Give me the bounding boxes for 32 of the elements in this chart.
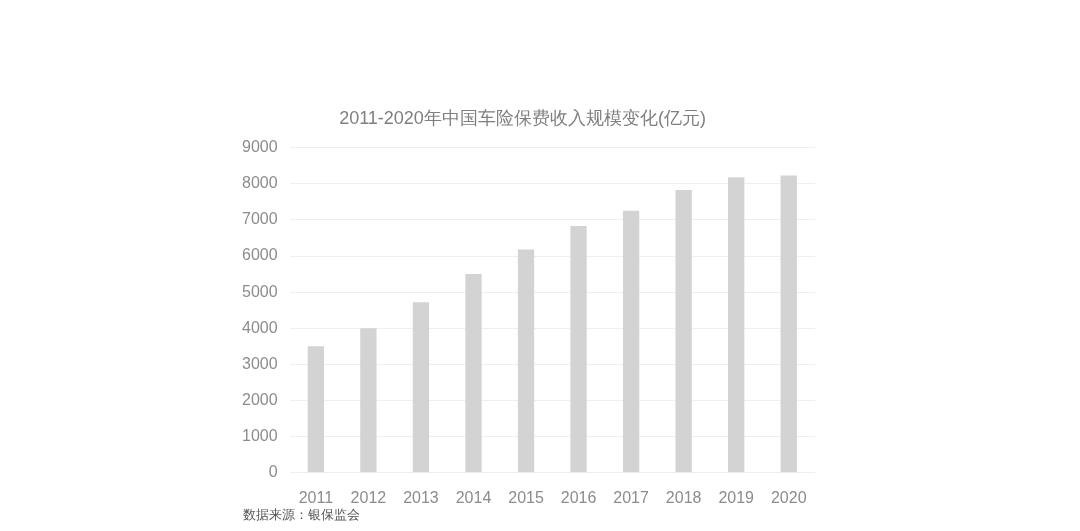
- x-tick-label: 2012: [350, 488, 387, 506]
- chart-title: 2011-2020年中国车险保费收入规模变化(亿元): [339, 107, 706, 128]
- y-tick-label: 3000: [242, 354, 278, 372]
- source-note: 数据来源：银保监会: [243, 506, 360, 522]
- x-tick-label: 2014: [455, 488, 492, 506]
- x-tick-label: 2017: [613, 488, 650, 506]
- y-tick-label: 4000: [242, 318, 278, 336]
- y-tick-label: 9000: [242, 138, 278, 156]
- bar: [675, 189, 692, 473]
- y-tick-label: 1000: [242, 427, 278, 445]
- bar: [307, 346, 325, 473]
- y-tick-label: 7000: [242, 210, 278, 228]
- bar: [465, 274, 482, 473]
- x-tick-label: 2011: [298, 488, 334, 506]
- y-tick-label: 0: [268, 463, 278, 481]
- y-tick-label: 6000: [242, 246, 278, 264]
- bar: [728, 177, 745, 473]
- x-tick-label: 2020: [770, 488, 807, 506]
- bar: [360, 328, 377, 473]
- x-tick-label: 2016: [560, 488, 597, 506]
- x-tick-label: 2018: [665, 488, 702, 506]
- bar: [780, 175, 797, 473]
- bar: [412, 302, 430, 473]
- x-tick-label: 2015: [508, 488, 544, 506]
- x-tick-label: 2013: [403, 488, 439, 506]
- bar: [570, 226, 587, 473]
- y-tick-label: 8000: [242, 174, 278, 192]
- x-tick-label: 2019: [718, 488, 755, 506]
- bar: [622, 210, 640, 473]
- bar: [517, 249, 535, 473]
- y-tick-label: 2000: [242, 390, 278, 408]
- y-tick-label: 5000: [242, 282, 278, 300]
